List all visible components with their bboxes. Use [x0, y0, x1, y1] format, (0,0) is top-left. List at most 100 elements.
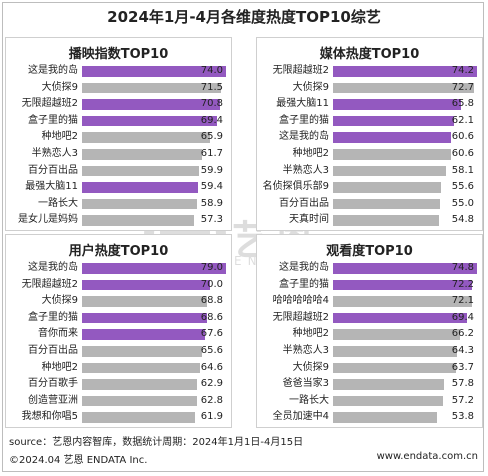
value-label: 63.7	[451, 361, 474, 373]
bar-row: 百分百出品 59.9	[6, 163, 231, 180]
value-label: 72.2	[451, 278, 474, 290]
category-label: 种地吧2	[292, 328, 329, 340]
value-label: 66.2	[451, 328, 474, 340]
bar	[82, 215, 194, 226]
bar-row: 创造营亚洲 62.8	[6, 393, 231, 410]
bar-row: 一路长大 58.9	[6, 196, 231, 213]
category-label: 半熟恋人3	[31, 147, 78, 159]
bar	[333, 329, 461, 340]
category-label: 这是我的岛	[279, 262, 329, 273]
bar	[333, 132, 451, 143]
bar-row: 盒子里的猫 68.6	[6, 310, 231, 327]
bar-row: 种地吧2 65.9	[6, 129, 231, 146]
bar-rows: 这是我的岛 74.0 大侦探9 71.5 无限超越班2 70.8 盒子里的猫 69.4 种地吧2…	[6, 63, 231, 229]
bar	[82, 329, 206, 340]
bar	[82, 362, 200, 374]
category-label: 百分百歌手	[28, 378, 78, 390]
value-label: 55.0	[451, 197, 474, 209]
category-label: 是女儿是妈妈	[18, 214, 78, 226]
bar	[333, 412, 437, 423]
bar	[333, 379, 445, 390]
category-label: 大侦探9	[41, 81, 78, 93]
value-label: 62.9	[200, 378, 223, 390]
bar	[82, 82, 222, 94]
bar-row: 最强大脑11 59.4	[6, 179, 231, 196]
bar-row: 是女儿是妈妈 57.3	[6, 212, 231, 229]
bar	[82, 115, 217, 127]
value-label: 59.4	[200, 181, 223, 193]
bar-row: 无限超越班2 70.8	[6, 96, 231, 113]
bar	[333, 182, 441, 193]
value-label: 70.0	[200, 278, 223, 290]
bar	[82, 279, 210, 291]
category-label: 大侦探9	[41, 295, 78, 307]
bar-rows: 无限超越班2 74.2 大侦探9 72.7 最强大脑11 65.8 盒子里的猫 62.1 这是我…	[257, 63, 482, 229]
bar-row: 百分百出品 55.0	[257, 196, 482, 213]
bar	[333, 279, 472, 291]
category-label: 创造营亚洲	[28, 394, 78, 406]
bar	[333, 395, 444, 407]
panel-viewing-degree: 观看度TOP10 这是我的岛 74.8 盒子里的猫 72.2 哈哈哈哈哈4 72.1 无限超…	[256, 234, 483, 428]
value-label: 68.6	[200, 311, 223, 323]
category-label: 最强大脑11	[276, 98, 329, 110]
bar-row: 盒子里的猫 69.4	[6, 113, 231, 130]
bar	[333, 115, 454, 127]
bar	[333, 312, 467, 324]
panel-title: 用户热度TOP10	[68, 244, 169, 259]
bar	[82, 99, 220, 110]
bar-row: 我想和你唱5 61.9	[6, 409, 231, 426]
category-label: 爸爸当家3	[282, 378, 329, 390]
category-label: 这是我的岛	[28, 262, 78, 273]
panel-title: 媒体热度TOP10	[319, 47, 420, 62]
value-label: 67.6	[200, 328, 223, 340]
value-label: 74.2	[451, 65, 474, 76]
category-label: 大侦探9	[292, 361, 329, 373]
category-label: 无限超越班2	[272, 65, 329, 76]
bar	[333, 263, 477, 274]
bar	[82, 198, 197, 210]
panel-media-heat: 媒体热度TOP10 无限超越班2 74.2 大侦探9 72.7 最强大脑11 65.8 盒子…	[256, 37, 483, 231]
value-label: 58.9	[200, 197, 223, 209]
bar	[333, 99, 461, 110]
bar-row: 半熟恋人3 64.3	[257, 343, 482, 360]
bar	[82, 148, 203, 160]
category-label: 大侦探9	[292, 81, 329, 93]
category-label: 半熟恋人3	[282, 164, 329, 176]
category-label: 百分百出品	[279, 197, 329, 209]
category-label: 种地吧2	[41, 131, 78, 143]
bar-row: 名侦探俱乐部9 55.6	[257, 179, 482, 196]
category-label: 百分百出品	[28, 344, 78, 356]
bar-row: 爸爸当家3 57.8	[257, 376, 482, 393]
category-label: 盒子里的猫	[279, 278, 329, 290]
bar-row: 无限超越班2 70.0	[6, 277, 231, 294]
source-note: source：艺恩内容智库，数据统计周期：2024年1月1日-4月15日	[9, 437, 304, 448]
main-title: 2024年1月-4月各维度热度TOP10综艺	[107, 8, 381, 26]
bar	[333, 66, 477, 77]
bar	[333, 345, 457, 357]
category-label: 盒子里的猫	[28, 114, 78, 126]
bar	[82, 312, 207, 324]
value-label: 64.3	[451, 344, 474, 356]
category-label: 盒子里的猫	[279, 114, 329, 126]
category-label: 百分百出品	[28, 164, 78, 176]
bar	[82, 165, 199, 177]
bar	[333, 148, 451, 160]
bar-row: 大侦探9 68.8	[6, 293, 231, 310]
panel-title: 观看度TOP10	[326, 244, 413, 259]
value-label: 57.8	[451, 378, 474, 390]
bar	[82, 412, 195, 423]
value-label: 69.4	[200, 114, 223, 126]
category-label: 我想和你唱5	[21, 411, 78, 423]
bar-row: 哈哈哈哈哈4 72.1	[257, 293, 482, 310]
website-link[interactable]: www.endata.com.cn	[376, 451, 478, 462]
category-label: 哈哈哈哈哈4	[272, 295, 329, 307]
bar-row: 百分百歌手 62.9	[6, 376, 231, 393]
value-label: 64.6	[200, 361, 223, 373]
chart-frame	[2, 2, 484, 472]
bar	[82, 345, 202, 357]
bar-row: 这是我的岛 74.8	[257, 260, 482, 277]
category-label: 音你而来	[38, 328, 78, 340]
value-label: 74.8	[451, 262, 474, 273]
category-label: 种地吧2	[41, 361, 78, 373]
bar-row: 这是我的岛 74.0	[6, 63, 231, 80]
